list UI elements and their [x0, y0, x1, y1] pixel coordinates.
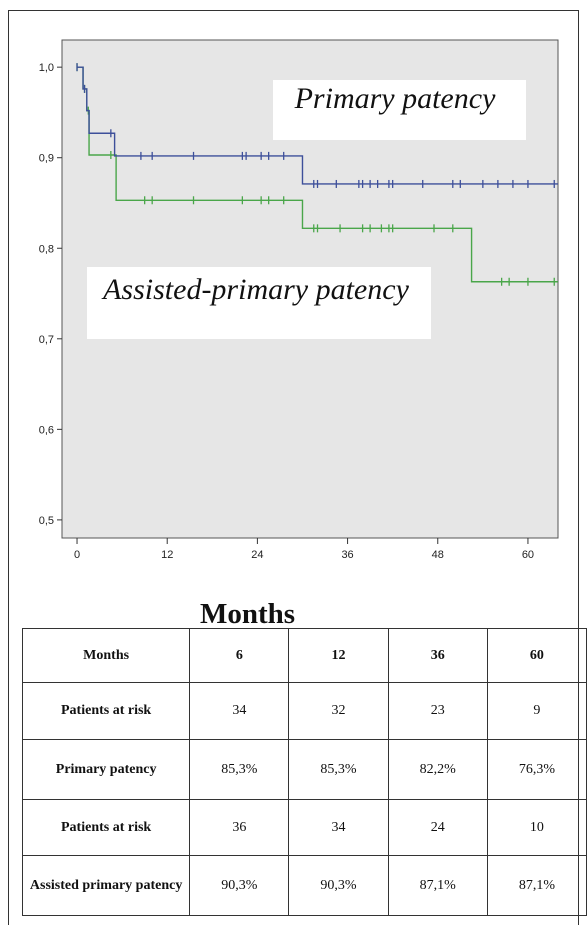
y-tick-label: 0,6	[39, 424, 54, 436]
x-tick-label: 48	[432, 549, 444, 561]
table-header-cell: Months	[21, 628, 191, 683]
table-row: Assisted primary patency 90,3% 90,3% 87,…	[21, 855, 587, 916]
assisted-label-box	[87, 267, 431, 339]
survival-chart: 1,0 0,9 0,8 0,7 0,6 0,5 0 12 24 36 48 60 Primary pa…	[39, 39, 559, 561]
x-tick-label: 12	[161, 549, 173, 561]
axes-layer: 1,0 0,9 0,8 0,7 0,6 0,5 0 12 24 36 48 60	[39, 62, 534, 561]
y-tick-label: 0,5	[39, 515, 54, 527]
table-cell: 85,3%	[189, 739, 290, 800]
assisted-patency-label: Assisted-primary patency	[101, 273, 409, 306]
table-cell: 36	[189, 799, 290, 856]
table-header-cell: 6	[189, 628, 290, 683]
y-tick-label: 1,0	[39, 62, 54, 74]
x-tick-label: 36	[341, 549, 353, 561]
primary-patency-label: Primary patency	[294, 82, 496, 115]
table-cell: 10	[486, 799, 587, 856]
table-header-cell: 12	[288, 628, 389, 683]
table-cell: 82,2%	[387, 739, 488, 800]
table-cell: 76,3%	[486, 739, 587, 800]
table-cell: 9	[486, 682, 587, 740]
table-row: Patients at risk 34 32 23 9	[21, 682, 587, 740]
table-cell: 24	[387, 799, 488, 856]
row-label: Patients at risk	[21, 799, 191, 856]
y-tick-label: 0,8	[39, 243, 54, 255]
x-tick-label: 0	[74, 549, 80, 561]
table-row: Primary patency 85,3% 85,3% 82,2% 76,3%	[21, 739, 587, 800]
x-axis-title: Months	[200, 598, 296, 630]
table-cell: 34	[288, 799, 389, 856]
table-header-row: Months 6 12 36 60	[21, 628, 587, 683]
x-tick-label: 60	[522, 549, 534, 561]
table-cell: 85,3%	[288, 739, 389, 800]
y-tick-label: 0,7	[39, 334, 54, 346]
table-cell: 87,1%	[486, 855, 587, 916]
table-cell: 87,1%	[387, 855, 488, 916]
table-header-cell: 60	[486, 628, 587, 683]
table-cell: 32	[288, 682, 389, 740]
x-tick-label: 24	[251, 549, 263, 561]
lines-layer	[76, 63, 558, 286]
table-cell: 90,3%	[288, 855, 389, 916]
row-label: Patients at risk	[21, 682, 191, 740]
table-cell: 90,3%	[189, 855, 290, 916]
figure-frame	[8, 10, 579, 925]
row-label: Primary patency	[21, 739, 191, 800]
table-row: Patients at risk 36 34 24 10	[21, 799, 587, 856]
table-cell: 23	[387, 682, 488, 740]
table-cell: 34	[189, 682, 290, 740]
data-table: Months 6 12 36 60 Patients at risk 34 32…	[21, 628, 587, 916]
row-label: Assisted primary patency	[21, 855, 191, 916]
primary-label-box	[273, 80, 526, 140]
primary-patency-line	[77, 66, 558, 185]
table-header-cell: 36	[387, 628, 488, 683]
y-tick-label: 0,9	[39, 153, 54, 165]
